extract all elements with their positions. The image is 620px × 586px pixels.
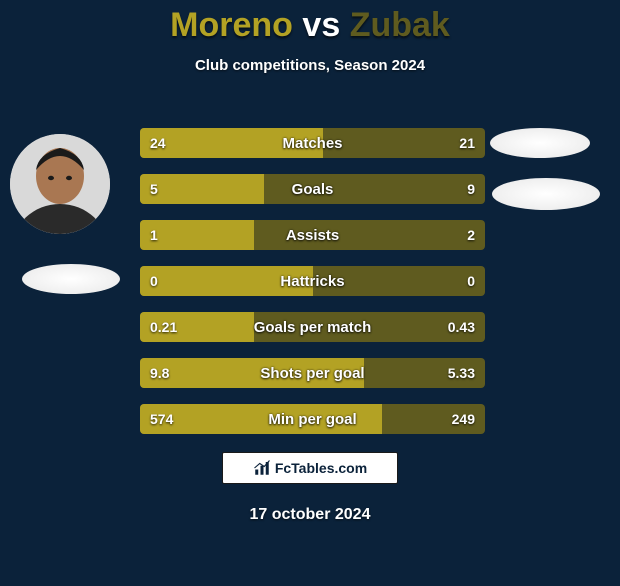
branding-label: FcTables.com [275, 460, 367, 476]
stat-fill [140, 404, 382, 434]
avatar-icon [10, 134, 110, 234]
stat-row: 0.210.43Goals per match [140, 312, 485, 342]
stat-fill [140, 266, 313, 296]
page-title: Moreno vs Zubak [0, 6, 620, 45]
stat-fill [140, 128, 323, 158]
team-badge-right-1 [490, 128, 590, 158]
stat-fill [140, 358, 364, 388]
stats-bars: 2421Matches 59Goals 12Assists 00Hattricks 0.… [140, 128, 485, 450]
team-badge-left [22, 264, 120, 294]
stat-value-p2: 2 [457, 220, 485, 250]
stat-row: 59Goals [140, 174, 485, 204]
player2-name: Zubak [350, 6, 450, 44]
stat-value-p2: 21 [449, 128, 485, 158]
branding-badge: FcTables.com [222, 452, 398, 484]
stat-value-p2: 0 [457, 266, 485, 296]
stat-row: 9.85.33Shots per goal [140, 358, 485, 388]
subtitle: Club competitions, Season 2024 [0, 57, 620, 74]
stat-fill [140, 220, 254, 250]
stat-row: 2421Matches [140, 128, 485, 158]
stat-value-p2: 249 [442, 404, 485, 434]
vs-separator: vs [302, 6, 340, 44]
date-text: 17 october 2024 [0, 506, 620, 524]
stat-value-p2: 0.43 [438, 312, 485, 342]
stat-row: 12Assists [140, 220, 485, 250]
stat-fill [140, 312, 254, 342]
player1-avatar [10, 134, 110, 234]
stat-value-p2: 9 [457, 174, 485, 204]
chart-icon [253, 459, 271, 477]
stat-value-p2: 5.33 [438, 358, 485, 388]
stat-fill [140, 174, 264, 204]
stat-row: 00Hattricks [140, 266, 485, 296]
team-badge-right-2 [492, 178, 600, 210]
player1-name: Moreno [170, 6, 293, 44]
stat-row: 574249Min per goal [140, 404, 485, 434]
